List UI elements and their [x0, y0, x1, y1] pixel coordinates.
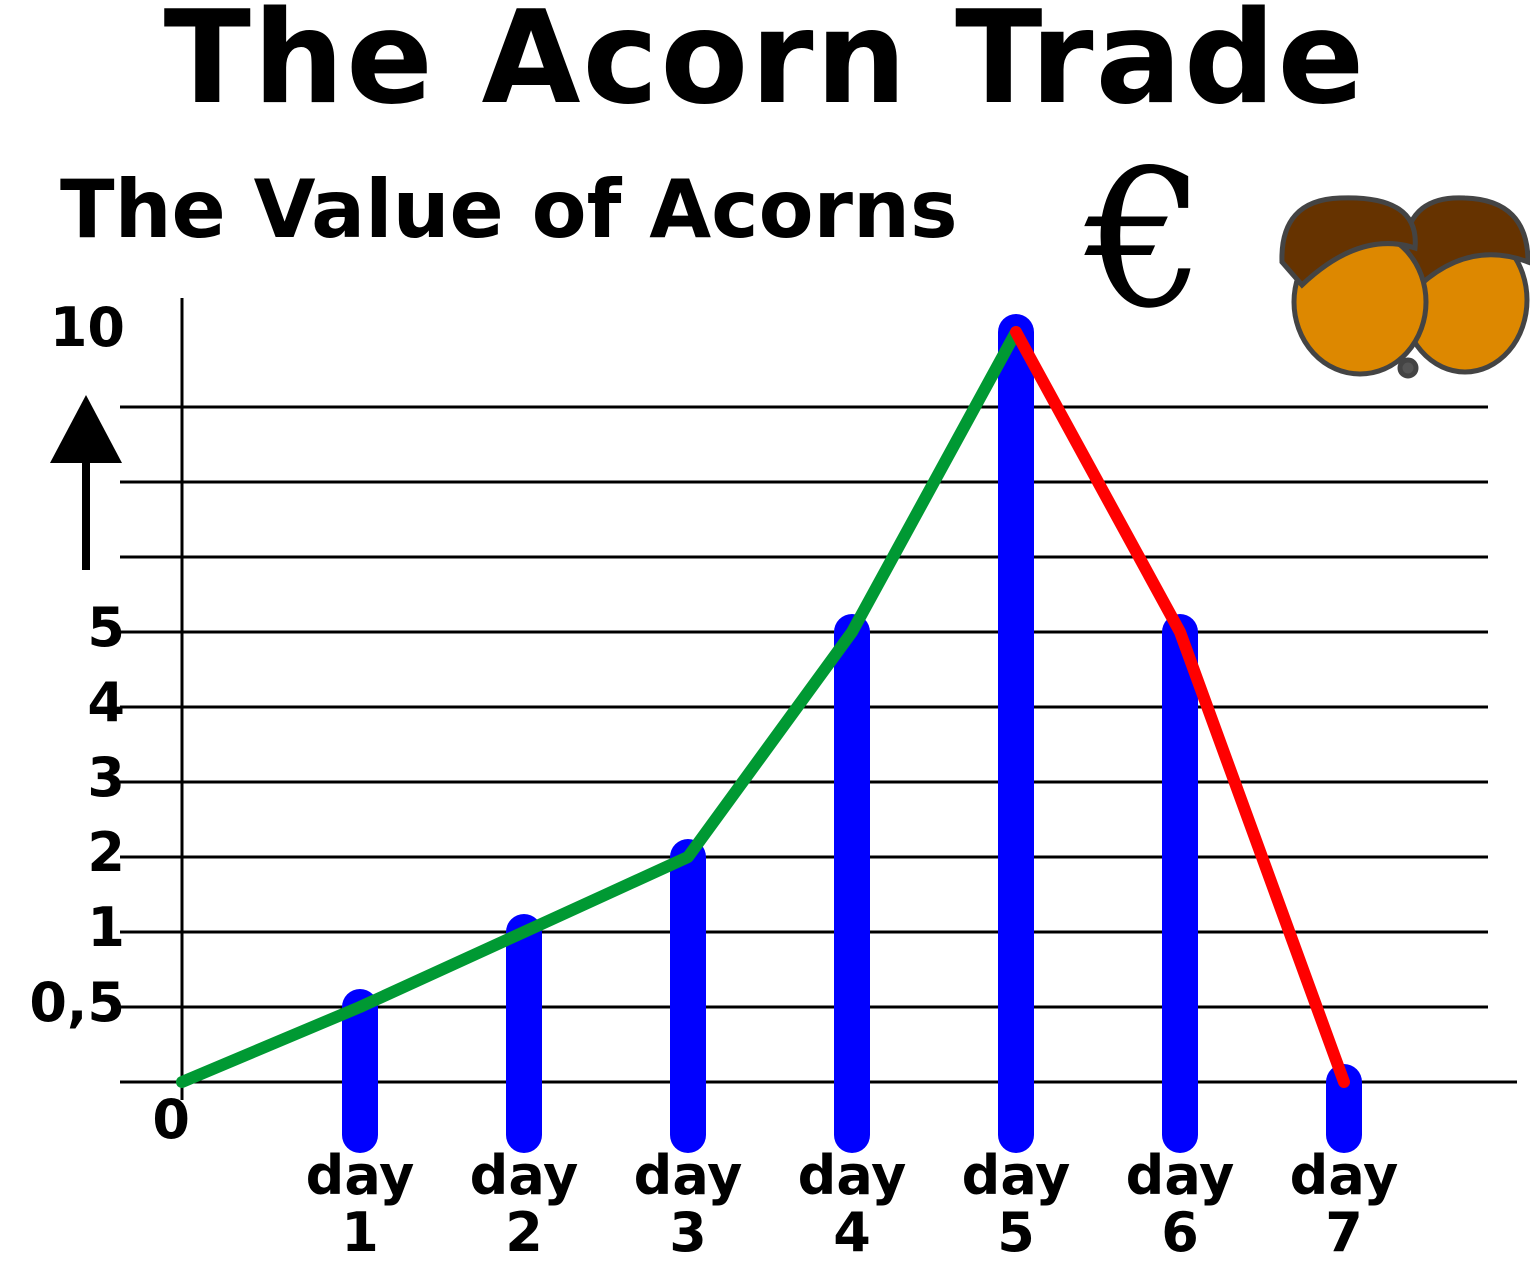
arrow-head — [50, 395, 122, 463]
x-tick-label: day 6 — [1125, 1144, 1235, 1264]
y-tick-label: 10 — [49, 296, 125, 359]
x-tick-label: day 4 — [797, 1144, 907, 1264]
x-tick-label: day 2 — [469, 1144, 579, 1264]
y-tick-label: 1 — [87, 896, 125, 959]
y-tick-label: 0,5 — [29, 971, 125, 1034]
y-tick-label: 5 — [87, 596, 125, 659]
falling-line — [1010, 326, 1350, 1088]
x-tick-label: day 7 — [1289, 1144, 1399, 1264]
y-tick-label: 3 — [87, 746, 125, 809]
unit-symbol: € — [1085, 129, 1206, 350]
y-tick-label: 0 — [152, 1088, 190, 1151]
acorn-icon — [1279, 195, 1530, 379]
y-tick-label: 4 — [87, 671, 125, 734]
x-tick-label: day 5 — [961, 1144, 1071, 1264]
chart-title: The Acorn Trade — [163, 0, 1367, 133]
x-tick-label: day 1 — [305, 1144, 415, 1264]
x-tick-label: day 3 — [633, 1144, 743, 1264]
y-tick-label: 2 — [87, 821, 125, 884]
chart-subtitle: The Value of Acorns — [60, 163, 958, 256]
rising-line — [176, 326, 1022, 1088]
